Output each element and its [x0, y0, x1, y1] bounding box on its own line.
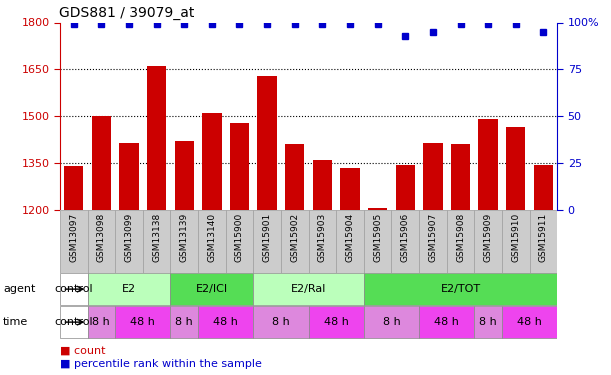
Text: GSM13098: GSM13098 — [97, 213, 106, 262]
Bar — [230, 123, 249, 210]
Bar — [419, 210, 447, 273]
Bar — [64, 166, 83, 210]
Bar — [119, 143, 139, 210]
Bar — [170, 306, 198, 338]
Bar — [534, 165, 553, 210]
Text: GSM15906: GSM15906 — [401, 213, 410, 262]
Bar — [60, 210, 557, 273]
Bar — [254, 210, 281, 273]
Text: 48 h: 48 h — [213, 317, 238, 327]
Bar — [364, 306, 419, 338]
Bar — [202, 113, 222, 210]
Bar — [170, 273, 254, 305]
Text: agent: agent — [3, 284, 35, 294]
Bar — [281, 210, 309, 273]
Text: control: control — [54, 284, 93, 294]
Bar — [87, 306, 115, 338]
Text: GSM15910: GSM15910 — [511, 213, 521, 262]
Text: E2: E2 — [122, 284, 136, 294]
Bar — [478, 119, 498, 210]
Text: ■ percentile rank within the sample: ■ percentile rank within the sample — [60, 359, 262, 369]
Bar — [364, 273, 557, 305]
Bar — [87, 210, 115, 273]
Bar — [313, 160, 332, 210]
Text: 48 h: 48 h — [517, 317, 542, 327]
Text: GSM15908: GSM15908 — [456, 213, 465, 262]
Bar — [254, 306, 309, 338]
Text: GSM13140: GSM13140 — [207, 213, 216, 262]
Text: 8 h: 8 h — [382, 317, 400, 327]
Text: E2/ICI: E2/ICI — [196, 284, 228, 294]
Bar — [92, 116, 111, 210]
Bar — [285, 144, 304, 210]
Text: 8 h: 8 h — [272, 317, 290, 327]
Bar — [175, 141, 194, 210]
Text: GSM13138: GSM13138 — [152, 213, 161, 262]
Bar — [340, 168, 360, 210]
Bar — [257, 76, 277, 210]
Text: 8 h: 8 h — [175, 317, 193, 327]
Text: 48 h: 48 h — [130, 317, 155, 327]
Text: GSM15907: GSM15907 — [428, 213, 437, 262]
Text: GSM15902: GSM15902 — [290, 213, 299, 262]
Text: E2/Ral: E2/Ral — [291, 284, 326, 294]
Bar — [423, 143, 442, 210]
Bar — [170, 210, 198, 273]
Bar — [451, 144, 470, 210]
Bar — [309, 306, 364, 338]
Bar — [419, 306, 474, 338]
Text: 8 h: 8 h — [479, 317, 497, 327]
Text: GSM15909: GSM15909 — [484, 213, 492, 262]
Bar — [254, 273, 364, 305]
Text: GSM15901: GSM15901 — [263, 213, 272, 262]
Bar — [115, 210, 143, 273]
Bar — [530, 210, 557, 273]
Bar — [392, 210, 419, 273]
Bar — [506, 127, 525, 210]
Text: time: time — [3, 317, 28, 327]
Text: E2/TOT: E2/TOT — [441, 284, 481, 294]
Text: 8 h: 8 h — [92, 317, 110, 327]
Bar — [60, 210, 87, 273]
Text: GSM15903: GSM15903 — [318, 213, 327, 262]
Text: GSM15900: GSM15900 — [235, 213, 244, 262]
Bar — [395, 165, 415, 210]
Bar — [336, 210, 364, 273]
Bar — [309, 210, 336, 273]
Bar — [502, 210, 530, 273]
Bar — [143, 210, 170, 273]
Bar — [60, 306, 87, 338]
Bar — [447, 210, 474, 273]
Text: control: control — [54, 317, 93, 327]
Text: 48 h: 48 h — [324, 317, 349, 327]
Text: GSM13139: GSM13139 — [180, 213, 189, 262]
Text: GDS881 / 39079_at: GDS881 / 39079_at — [59, 6, 195, 20]
Text: GSM15904: GSM15904 — [345, 213, 354, 262]
Bar — [60, 273, 87, 305]
Text: GSM15905: GSM15905 — [373, 213, 382, 262]
Text: GSM15911: GSM15911 — [539, 213, 548, 262]
Text: GSM13099: GSM13099 — [125, 213, 133, 262]
Bar — [474, 210, 502, 273]
Bar — [198, 210, 225, 273]
Text: ■ count: ■ count — [60, 346, 105, 355]
Text: 48 h: 48 h — [434, 317, 459, 327]
Bar — [364, 210, 392, 273]
Bar — [115, 306, 170, 338]
Bar — [368, 209, 387, 210]
Bar — [502, 306, 557, 338]
Bar — [198, 306, 254, 338]
Bar — [225, 210, 254, 273]
Bar — [474, 306, 502, 338]
Text: GSM13097: GSM13097 — [69, 213, 78, 262]
Bar — [147, 66, 166, 210]
Bar — [87, 273, 170, 305]
